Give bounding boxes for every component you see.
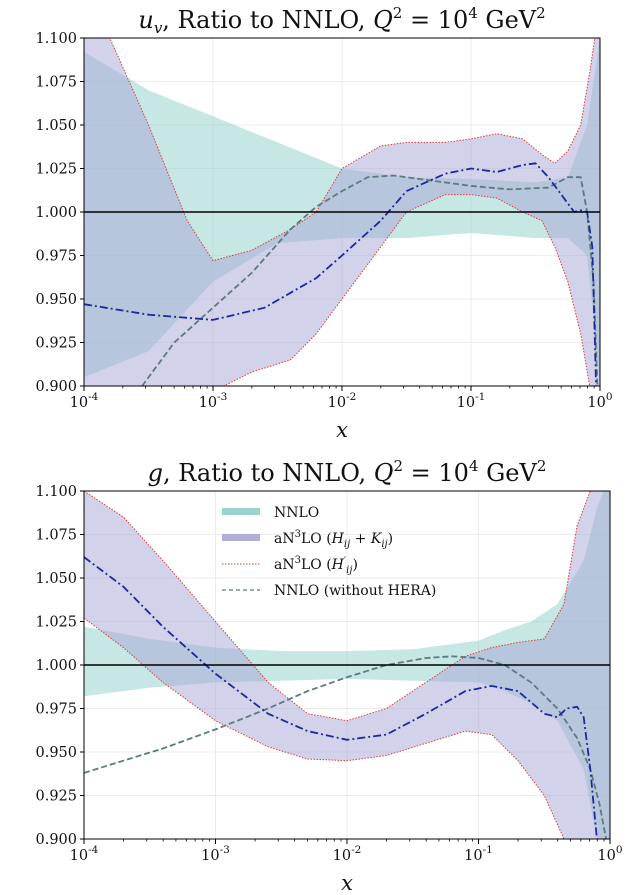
x-tick-label: 10-2 (333, 844, 362, 864)
x-axis-label: x (341, 871, 353, 895)
y-tick-label: 1.000 (35, 658, 77, 674)
chart-title: uv, Ratio to NNLO, Q2 = 104 GeV2 (138, 4, 545, 37)
legend-item-nnlo_nohera: NNLO (without HERA) (222, 583, 436, 599)
x-tick-label: 10-1 (464, 844, 493, 864)
nnlo-without-hera-line (84, 655, 607, 839)
legend-label: NNLO (without HERA) (274, 583, 436, 599)
legend-label: aN3LO (H′ij) (274, 555, 358, 576)
y-tick-label: 0.975 (35, 702, 77, 718)
nnlo-without-hera-line (141, 174, 599, 386)
y-tick-label: 1.075 (35, 528, 77, 544)
y-tick-label: 1.025 (35, 162, 77, 178)
legend-label: aN3LO (Hij + Kij) (274, 529, 393, 550)
legend-label: NNLO (274, 505, 319, 521)
x-tick-label: 10-3 (199, 391, 228, 411)
an3lo-hprime-upper (84, 491, 610, 722)
x-axis-label: x (336, 418, 348, 442)
y-tick-label: 0.975 (35, 249, 77, 265)
y-tick-label: 0.950 (35, 745, 77, 761)
legend: NNLO aN3LO (Hij + Kij) aN3LO (H′ij) NNLO (w… (222, 505, 436, 599)
x-tick-label: 100 (597, 844, 622, 864)
legend-item-nnlo_band: NNLO (222, 505, 319, 521)
x-tick-label: 10-4 (70, 391, 99, 411)
x-tick-label: 10-2 (328, 391, 357, 411)
y-tick-label: 1.050 (35, 571, 77, 587)
legend-swatch (222, 534, 260, 541)
an3lo-hprime-lower (84, 617, 565, 839)
y-tick-label: 0.925 (35, 789, 77, 805)
y-tick-label: 0.950 (35, 292, 77, 308)
panel-g: 0.900 0.925 0.950 0.975 1.000 1.025 1.050 1.075… (35, 457, 622, 895)
plot-area (84, 491, 610, 839)
plot-area (84, 38, 600, 386)
y-tick-label: 1.025 (35, 615, 77, 631)
an3lo-hprime-lower (222, 194, 591, 386)
y-tick-label: 1.075 (35, 75, 77, 91)
y-tick-label: 1.100 (35, 31, 77, 47)
y-tick-label: 0.900 (35, 832, 77, 848)
x-tick-label: 100 (587, 391, 612, 411)
x-tick-label: 10-4 (70, 844, 99, 864)
chart-title: g, Ratio to NNLO, Q2 = 104 GeV2 (148, 457, 547, 487)
legend-item-an3lo_band: aN3LO (Hij + Kij) (222, 529, 393, 550)
panel-uv: 0.900 0.925 0.950 0.975 1.000 1.025 1.050 1.075… (35, 4, 612, 442)
an3lo-central-line (84, 556, 598, 839)
y-tick-label: 1.100 (35, 484, 77, 500)
an3lo-central-line (84, 162, 597, 386)
legend-item-hp: aN3LO (H′ij) (222, 555, 358, 576)
y-tick-label: 0.925 (35, 336, 77, 352)
y-tick-label: 0.900 (35, 379, 77, 395)
legend-swatch (222, 508, 260, 515)
x-tick-label: 10-3 (201, 844, 230, 864)
x-tick-label: 10-1 (457, 391, 486, 411)
y-tick-label: 1.050 (35, 118, 77, 134)
y-tick-label: 1.000 (35, 205, 77, 221)
